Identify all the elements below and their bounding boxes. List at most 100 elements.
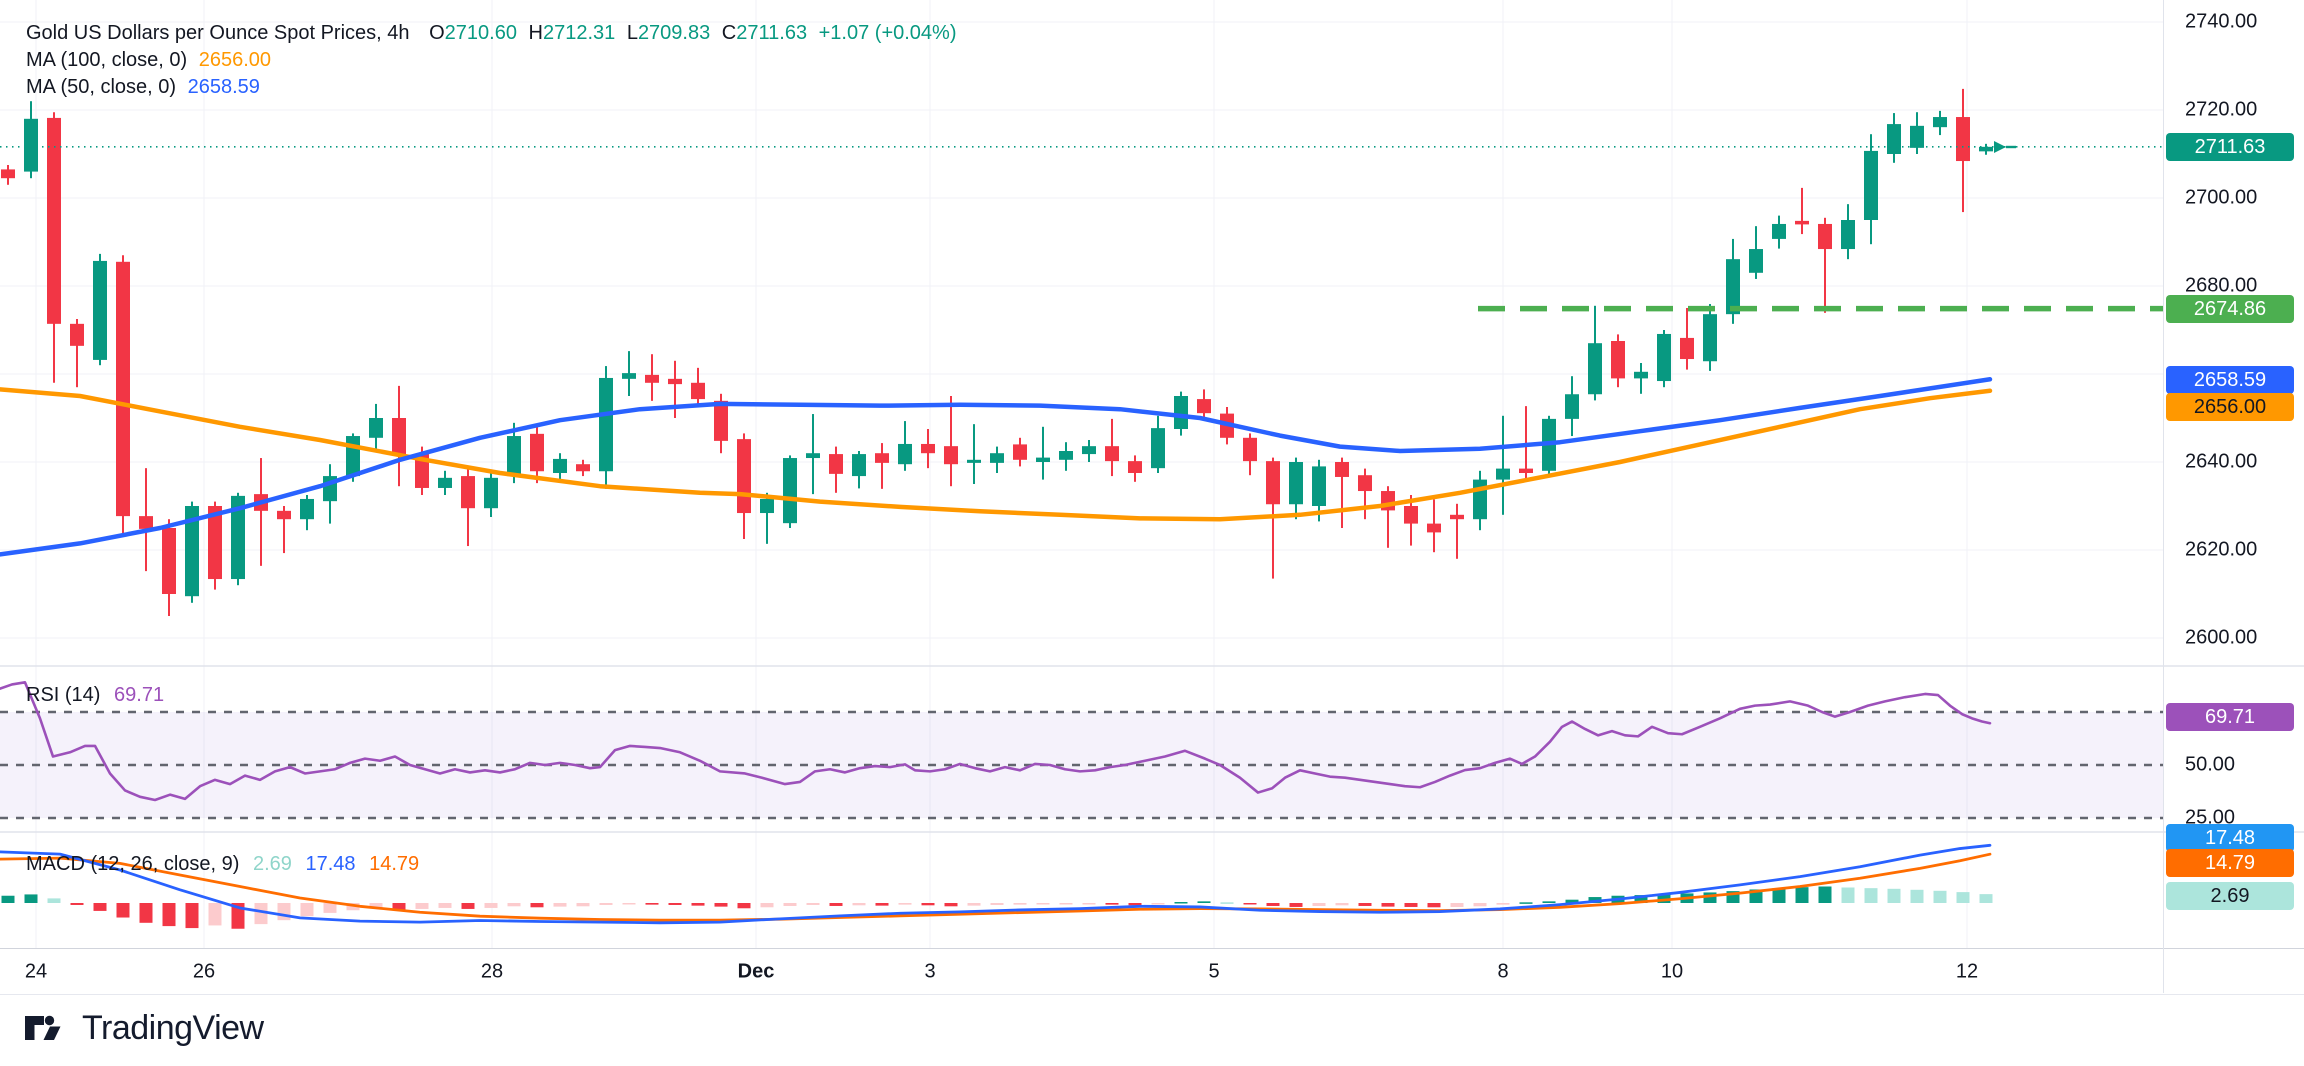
macd-histogram-bar [254, 903, 268, 925]
price-axis[interactable]: 2740.00 2720.00 2700.00 2680.00 2640.00 2620.… [2163, 0, 2304, 993]
candle-body [1979, 146, 1993, 152]
macd-histogram-bar [484, 903, 498, 908]
candle-body [47, 117, 61, 324]
time-axis[interactable]: 24 26 28 Dec 3 5 8 10 12 [0, 948, 2304, 995]
ma50-line [0, 377, 1993, 557]
macd-histogram-bar [369, 903, 383, 909]
change-value: +1.07 (+0.04%) [818, 22, 957, 44]
macd-histogram-bar [24, 894, 38, 903]
macd-histogram-bar [70, 903, 84, 905]
macd-histogram-bar [1289, 903, 1303, 907]
ma100-value: 2656.00 [198, 49, 272, 71]
candle-body [1358, 475, 1372, 492]
macd-histogram-bar [1105, 903, 1119, 905]
candle-body [760, 498, 774, 514]
candle-body [1496, 468, 1510, 480]
macd-histogram-bar [668, 903, 682, 905]
rsi-value: 69.71 [114, 684, 165, 706]
tradingview-logo[interactable]: TradingView [24, 1008, 264, 1048]
low-value: 2709.83 [637, 22, 711, 44]
candle-body [783, 458, 797, 524]
macd-histogram-bar [1312, 903, 1326, 906]
candle-body [70, 323, 84, 346]
macd-histogram-bar [875, 903, 889, 906]
low-label: L [626, 22, 638, 44]
axis-price-badge: 2656.00 [2166, 393, 2294, 421]
time-tick-label: 3 [924, 960, 936, 982]
candle-body [714, 400, 728, 441]
candle-body [1312, 466, 1326, 506]
axis-price-badge: 14.79 [2166, 849, 2294, 877]
macd-histogram-bar [162, 903, 176, 927]
axis-price-badge: 2658.59 [2166, 366, 2294, 394]
candle-body [1703, 314, 1717, 362]
ma50-label: MA (50, close, 0) [26, 76, 177, 98]
candle-body [1680, 337, 1694, 360]
candle-body [438, 477, 452, 488]
time-tick-label: 12 [1955, 960, 1979, 982]
candle-body [415, 454, 429, 488]
macd-histogram-bar [1726, 891, 1740, 903]
macd-histogram-bar [1473, 903, 1487, 907]
candle-body [1174, 396, 1188, 429]
candle-body [806, 453, 820, 459]
candle-body [1841, 220, 1855, 250]
high-label: H [528, 22, 543, 44]
macd-histogram-bar [990, 903, 1004, 905]
macd-histogram-bar [1772, 888, 1786, 903]
candle-body [392, 418, 406, 456]
candle-body [875, 453, 889, 463]
macd-histogram-bar [714, 903, 728, 907]
candle-body [553, 458, 567, 473]
grid [0, 0, 2163, 948]
price-tick-label: 2700.00 [2185, 186, 2258, 209]
price-tick-label: 2620.00 [2185, 538, 2258, 561]
axis-price-badge: 2711.63 [2166, 133, 2294, 161]
time-tick-label: 28 [480, 960, 504, 982]
macd-histogram-bar [944, 903, 958, 907]
candle-body [1473, 479, 1487, 520]
axis-price-badge: 69.71 [2166, 703, 2294, 731]
candle-body [231, 495, 245, 580]
candle-body [208, 506, 222, 580]
macd-pane [0, 843, 1993, 929]
macd-histogram-bar [1565, 899, 1579, 903]
candle-body [1059, 451, 1073, 460]
ma100-line [0, 387, 1993, 522]
candle-body [898, 443, 912, 465]
macd-histogram-bar [1933, 890, 1947, 903]
macd-histogram-bar [1082, 903, 1096, 905]
macd-histogram-bar [1910, 889, 1924, 903]
candle-body [829, 454, 843, 474]
macd-histogram-bar [921, 903, 935, 906]
price-tick-label: 2680.00 [2185, 274, 2258, 297]
candle-body [921, 443, 935, 454]
macd-signal-line [0, 852, 1992, 922]
candle-body [1818, 223, 1832, 250]
candle-body [576, 464, 590, 472]
macd-histogram-bar [553, 903, 567, 907]
legend: Gold US Dollars per Ounce Spot Prices, 4… [26, 20, 963, 101]
macd-histogram-bar [1243, 903, 1257, 905]
candle-body [691, 382, 705, 400]
tradingview-logo-icon [25, 1015, 61, 1040]
candle-body [1013, 444, 1027, 460]
candle-body [1887, 124, 1901, 154]
indicator-tick-label: 50.00 [2185, 753, 2236, 776]
macd-histogram-bar [1128, 903, 1142, 906]
macd-histogram-bar [1956, 892, 1970, 903]
candle-body [1, 169, 15, 179]
rsi-pane [0, 681, 2163, 820]
macd-histogram-bar [1450, 903, 1464, 907]
macd-histogram-bar [1197, 901, 1211, 903]
ma50-legend-row: MA (50, close, 0) 2658.59 [26, 74, 963, 101]
macd-histogram-bar [185, 903, 199, 929]
macd-histogram-bar [1151, 903, 1165, 905]
macd-histogram-bar [1059, 903, 1073, 905]
macd-histogram-bar [277, 903, 291, 921]
macd-histogram-bar [530, 903, 544, 908]
macd-histogram-bar [116, 903, 130, 918]
candle-body [162, 528, 176, 594]
macd-histogram-bar [47, 898, 61, 903]
